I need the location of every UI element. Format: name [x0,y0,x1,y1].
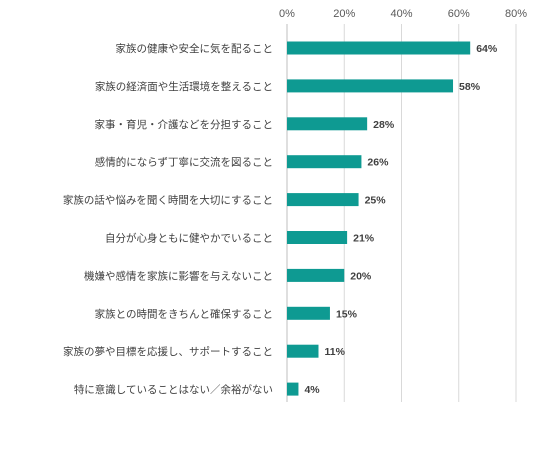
data-label: 11% [324,346,345,358]
bar [287,193,359,207]
category-label: 特に意識していることはない／余裕がない [74,383,273,396]
bar [287,79,454,93]
bar [287,117,368,131]
category-label: 家族の話や悩みを聞く時間を大切にすること [63,194,273,207]
bar [287,268,345,282]
data-label: 20% [350,270,372,282]
data-labels: 64% 58% 28% 26% 25% 21% 20% 15% 11% 4% [304,43,497,396]
bar [287,155,362,169]
x-tick-label: 0% [279,8,295,20]
data-label: 58% [459,81,481,93]
data-label: 25% [365,195,387,207]
category-label: 自分が心身ともに健やかでいること [105,232,273,245]
category-label: 家族の夢や目標を応援し、サポートすること [63,345,273,358]
category-label: 家族との時間をきちんと確保すること [95,307,273,320]
bar [287,344,319,358]
x-axis-ticks: 0% 20% 40% 60% 80% [279,8,527,20]
data-label: 4% [304,384,320,396]
data-label: 64% [476,43,498,55]
bar [287,41,471,55]
x-tick-label: 20% [333,8,355,20]
category-label: 機嫌や感情を家族に影響を与えないこと [84,269,273,282]
bar [287,231,348,244]
category-label: 感情的にならず丁寧に交流を図ること [95,156,273,169]
data-label: 15% [336,308,358,320]
category-label: 家事・育児・介護などを分担すること [95,118,274,131]
category-label: 家族の経済面や生活環境を整えること [95,80,273,93]
bar [287,306,330,320]
bar [287,382,299,396]
category-labels: 家族の健康や安全に気を配ること家族の経済面や生活環境を整えること家事・育児・介護… [63,42,273,396]
data-label: 28% [373,119,395,131]
data-label: 21% [353,233,375,245]
bars [287,41,471,396]
x-tick-label: 40% [390,8,412,20]
x-tick-label: 60% [448,8,470,20]
x-tick-label: 80% [505,8,527,20]
category-label: 家族の健康や安全に気を配ること [116,42,274,55]
data-label: 26% [367,157,389,169]
